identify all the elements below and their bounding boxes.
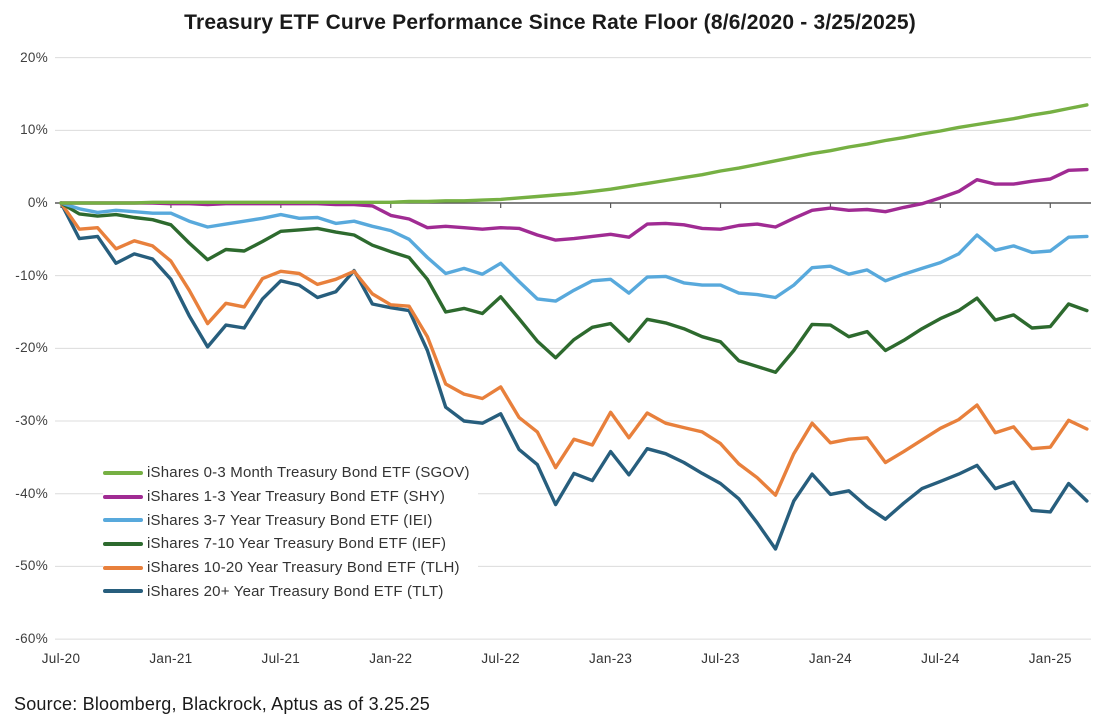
legend-item-SGOV: iShares 0-3 Month Treasury Bond ETF (SGO… [103, 461, 478, 485]
x-axis-label: Jan-24 [808, 651, 852, 666]
legend-label: iShares 10-20 Year Treasury Bond ETF (TL… [147, 559, 460, 577]
series-line-IEI [59, 201, 1089, 303]
y-axis-label: -20% [15, 340, 48, 356]
legend-label: iShares 20+ Year Treasury Bond ETF (TLT) [147, 582, 444, 600]
x-axis-label: Jan-25 [1028, 651, 1072, 666]
legend-label: iShares 1-3 Year Treasury Bond ETF (SHY) [147, 488, 446, 506]
y-axis-label: -50% [15, 558, 48, 574]
legend-label: iShares 7-10 Year Treasury Bond ETF (IEF… [147, 535, 447, 553]
legend-swatch-TLH [103, 565, 143, 570]
legend-item-IEF: iShares 7-10 Year Treasury Bond ETF (IEF… [103, 532, 478, 556]
x-axis-label: Jan-23 [589, 651, 633, 666]
legend-label: iShares 3-7 Year Treasury Bond ETF (IEI) [147, 511, 433, 529]
x-axis-label: Jul-22 [481, 651, 520, 666]
series-line-TLT [59, 201, 1089, 551]
series-line-IEF [59, 201, 1089, 374]
legend-swatch-IEI [103, 518, 143, 523]
x-axis-label: Jul-20 [41, 651, 81, 666]
legend-item-TLH: iShares 10-20 Year Treasury Bond ETF (TL… [103, 555, 478, 580]
legend-swatch-IEF [103, 541, 143, 546]
legend-label: iShares 0-3 Month Treasury Bond ETF (SGO… [147, 464, 470, 482]
legend-item-SHY: iShares 1-3 Year Treasury Bond ETF (SHY) [103, 484, 478, 509]
chart-title: Treasury ETF Curve Performance Since Rat… [184, 11, 916, 34]
series-line-SHY [59, 167, 1089, 242]
legend: iShares 0-3 Month Treasury Bond ETF (SGO… [103, 461, 478, 604]
source-note: Source: Bloomberg, Blackrock, Aptus as o… [14, 694, 431, 714]
legend-swatch-SGOV [103, 470, 143, 475]
y-axis-label: -40% [15, 485, 48, 501]
x-axis-label: Jul-21 [261, 651, 301, 666]
legend-item-TLT: iShares 20+ Year Treasury Bond ETF (TLT) [103, 579, 478, 604]
y-axis-label: 0% [27, 195, 48, 210]
y-axis-label: -10% [15, 267, 48, 283]
legend-swatch-SHY [103, 494, 143, 499]
series-line-TLH [59, 201, 1089, 497]
y-axis-label: -60% [15, 631, 48, 647]
y-axis-label: 20% [20, 49, 48, 65]
series-line-SGOV [59, 103, 1089, 205]
y-axis-label: -30% [15, 413, 48, 429]
legend-item-IEI: iShares 3-7 Year Treasury Bond ETF (IEI) [103, 508, 478, 533]
legend-swatch-TLT [103, 589, 143, 594]
x-axis-label: Jan-22 [369, 651, 413, 666]
x-axis-label: Jul-23 [701, 651, 740, 666]
x-axis-label: Jul-24 [921, 651, 960, 666]
y-axis-label: 10% [20, 122, 48, 138]
x-axis-label: Jan-21 [149, 651, 193, 666]
